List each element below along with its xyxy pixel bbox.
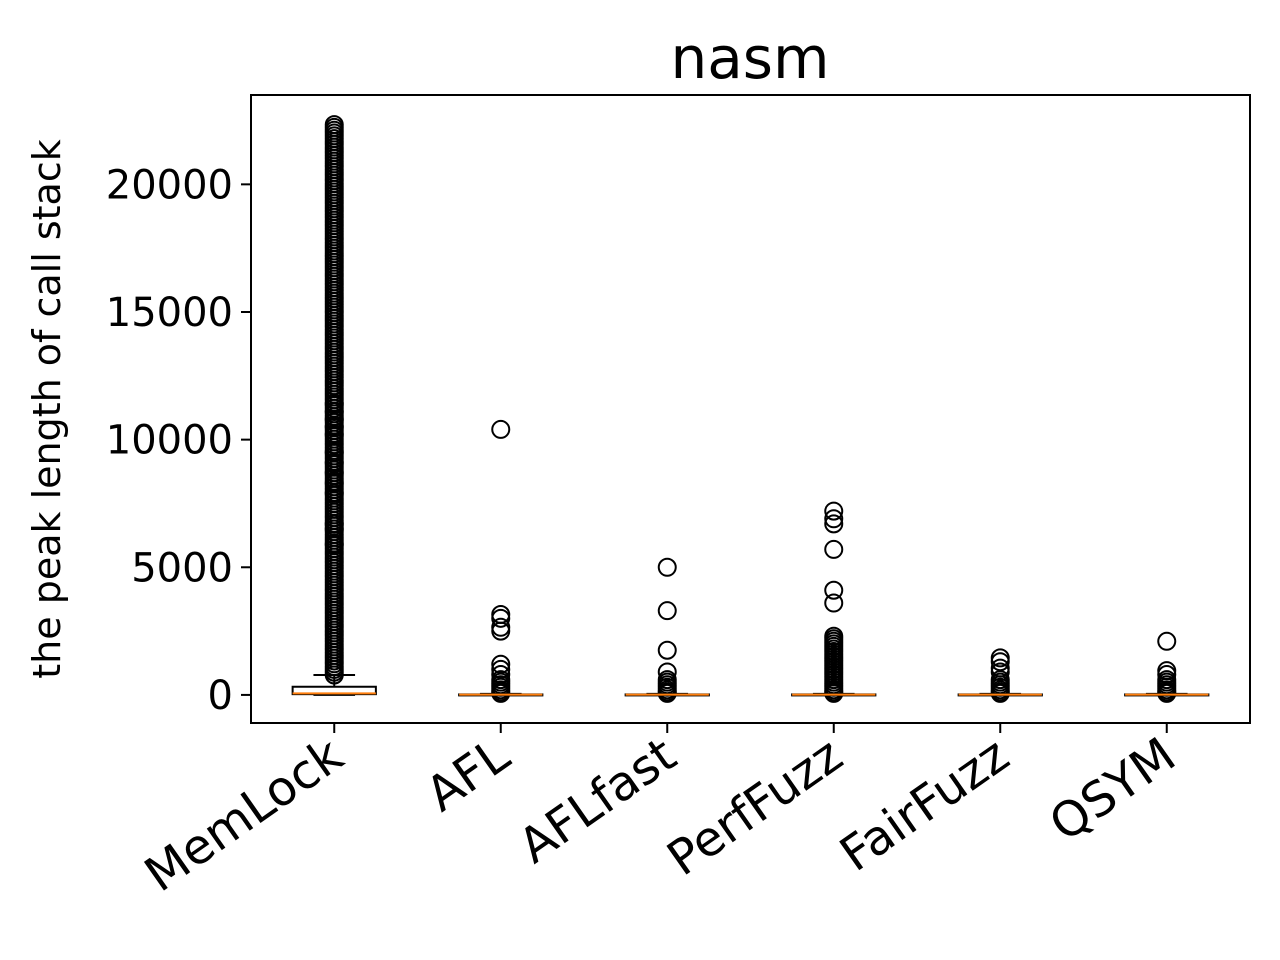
- chart-title: nasm: [670, 24, 829, 92]
- outlier-point: [657, 557, 677, 577]
- y-tick-label: 0: [208, 673, 233, 719]
- x-tick-label: QSYM: [1040, 727, 1186, 853]
- y-tick-label: 20000: [106, 162, 233, 208]
- outlier-point: [491, 617, 511, 637]
- outlier-point: [657, 662, 677, 682]
- x-tick-label: AFLfast: [509, 727, 686, 875]
- outlier-point: [990, 658, 1010, 678]
- outlier-point: [491, 419, 511, 439]
- y-axis-label: the peak length of call stack: [25, 139, 69, 678]
- x-tick-label: PerfFuzz: [657, 727, 852, 887]
- outlier-point: [824, 580, 844, 600]
- outlier-point: [1157, 631, 1177, 651]
- outlier-point: [1157, 670, 1177, 690]
- outlier-point: [491, 670, 511, 690]
- box-fairfuzz: [957, 648, 1043, 703]
- y-axis: 0 5000 10000 15000 20000: [106, 162, 251, 719]
- plot-area: [291, 115, 1210, 703]
- outlier-point: [491, 659, 511, 679]
- y-tick-label: 10000: [106, 418, 233, 464]
- box-perffuzz: [791, 501, 877, 703]
- x-tick-label: MemLock: [135, 727, 353, 903]
- outlier-point: [824, 514, 844, 534]
- y-tick-label: 15000: [106, 290, 233, 336]
- outlier-point: [824, 509, 844, 529]
- outlier-point: [824, 626, 844, 646]
- x-tick-label: FairFuzz: [830, 727, 1019, 883]
- outlier-point: [824, 539, 844, 559]
- plot-frame: [250, 94, 1251, 724]
- outlier-point: [1157, 661, 1177, 681]
- y-tick-label: 5000: [131, 545, 233, 591]
- box-qsym: [1124, 631, 1210, 703]
- outlier-point: [657, 670, 677, 690]
- outlier-point: [324, 115, 344, 135]
- outlier-point: [990, 648, 1010, 668]
- outlier-point: [824, 501, 844, 521]
- outlier-point: [657, 640, 677, 660]
- outlier-point: [491, 654, 511, 674]
- outlier-point: [657, 601, 677, 621]
- outlier-point: [491, 664, 511, 684]
- outlier-point: [824, 593, 844, 613]
- box-afl: [458, 419, 544, 703]
- box-aflfast: [624, 557, 710, 703]
- outlier-point: [491, 605, 511, 625]
- box-memlock: [291, 115, 377, 696]
- x-tick-label: AFL: [416, 727, 520, 823]
